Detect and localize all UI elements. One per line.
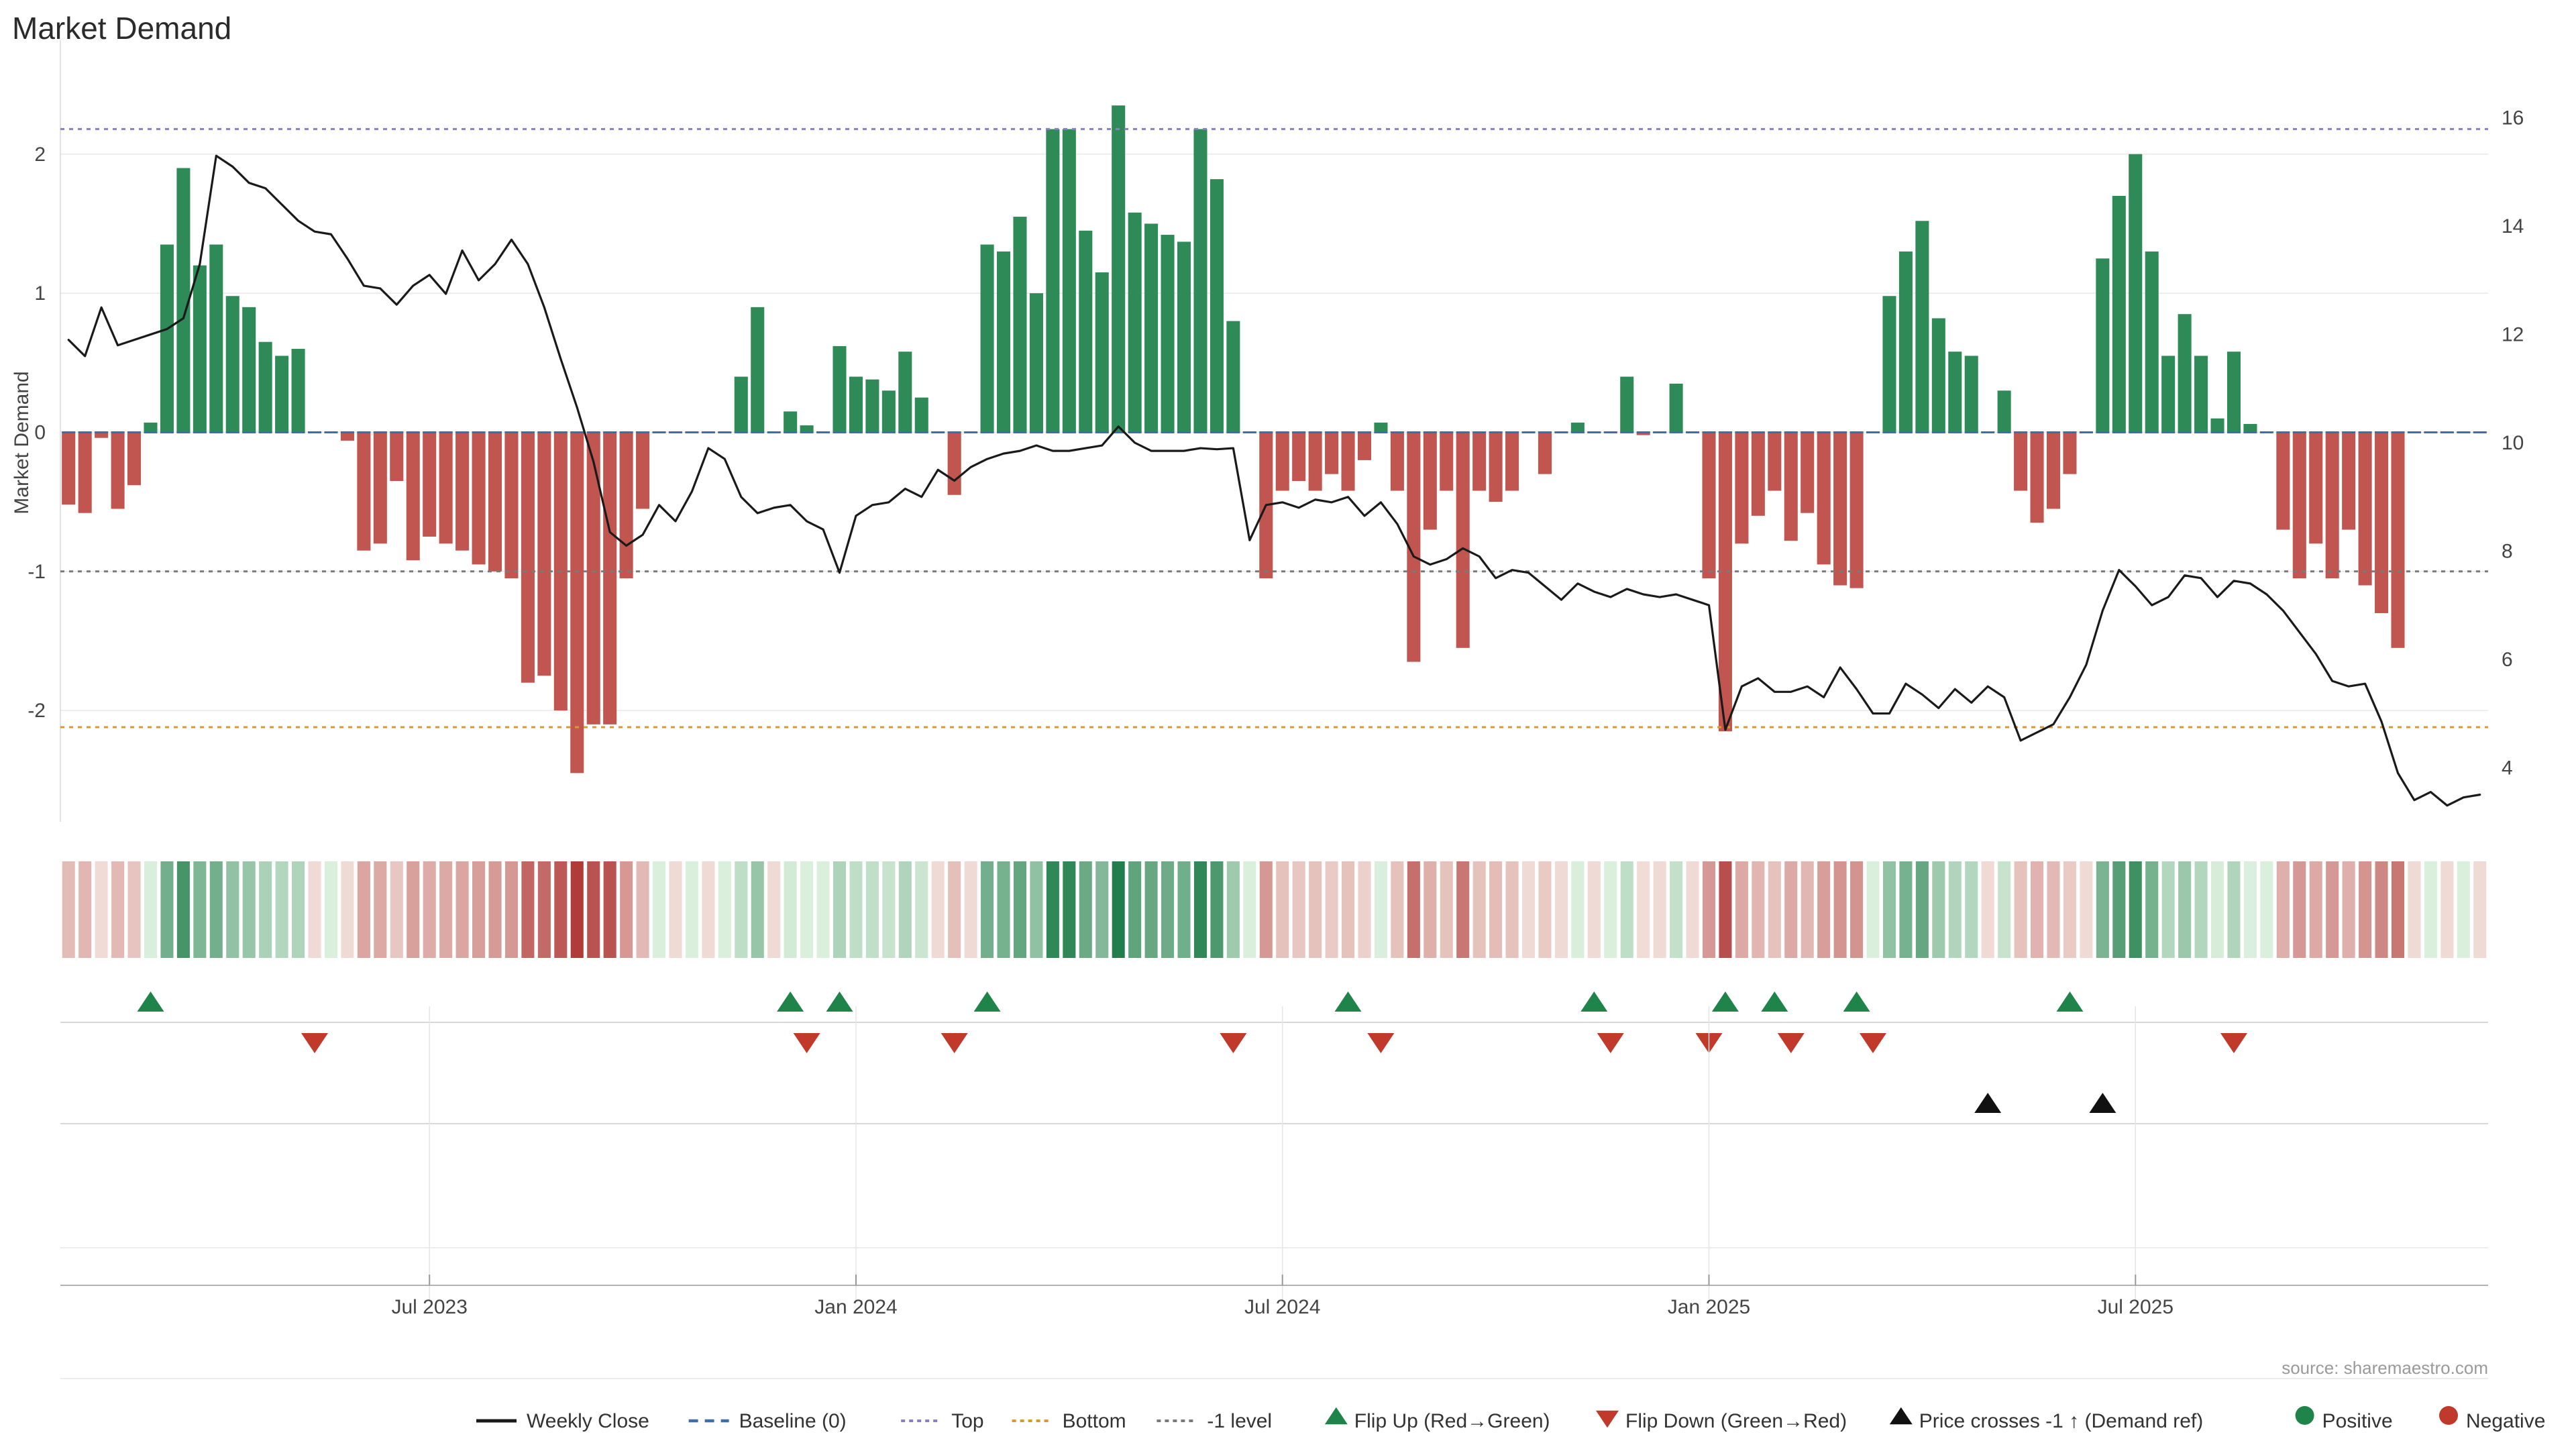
svg-text:-1: -1 (28, 561, 46, 583)
svg-text:Jul 2025: Jul 2025 (2098, 1296, 2174, 1318)
svg-text:8: 8 (2502, 540, 2513, 562)
svg-text:-2: -2 (28, 700, 46, 722)
svg-text:Bottom: Bottom (1063, 1410, 1126, 1432)
svg-text:Flip Down (Green→Red): Flip Down (Green→Red) (1625, 1410, 1847, 1432)
svg-text:10: 10 (2502, 432, 2524, 454)
svg-text:Baseline (0): Baseline (0) (739, 1410, 847, 1432)
svg-text:Jul 2024: Jul 2024 (1244, 1296, 1320, 1318)
svg-text:source: sharemaestro.com: source: sharemaestro.com (2282, 1358, 2488, 1378)
svg-text:2: 2 (34, 144, 46, 166)
svg-text:Jan 2024: Jan 2024 (814, 1296, 897, 1318)
svg-text:Market Demand: Market Demand (12, 11, 231, 46)
svg-text:Flip Up (Red→Green): Flip Up (Red→Green) (1354, 1410, 1550, 1432)
svg-text:Market Demand: Market Demand (11, 371, 33, 514)
svg-text:Negative: Negative (2466, 1410, 2545, 1432)
svg-text:Jul 2023: Jul 2023 (391, 1296, 467, 1318)
svg-text:-1 level: -1 level (1207, 1410, 1272, 1432)
svg-text:Top: Top (951, 1410, 983, 1432)
svg-text:0: 0 (34, 421, 46, 443)
svg-text:Jan 2025: Jan 2025 (1668, 1296, 1750, 1318)
svg-text:Weekly Close: Weekly Close (527, 1410, 649, 1432)
svg-text:16: 16 (2502, 107, 2524, 129)
svg-text:4: 4 (2502, 757, 2513, 779)
svg-text:6: 6 (2502, 649, 2513, 671)
svg-text:12: 12 (2502, 324, 2524, 346)
svg-text:1: 1 (34, 282, 46, 305)
svg-text:14: 14 (2502, 215, 2524, 237)
svg-text:Price crosses -1 ↑ (Demand ref: Price crosses -1 ↑ (Demand ref) (1919, 1410, 2203, 1432)
svg-text:Positive: Positive (2322, 1410, 2393, 1432)
